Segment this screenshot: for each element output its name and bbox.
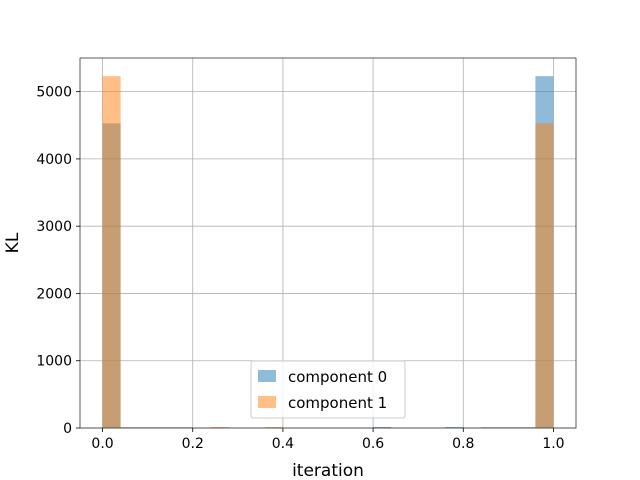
y-tick-label: 4000 [36, 152, 72, 168]
plot-frame [79, 57, 577, 429]
x-tick-label: 0.2 [182, 436, 204, 452]
legend-swatch-component-1 [258, 396, 276, 408]
x-tick-label: 0.4 [272, 436, 294, 452]
x-tick-label: 0.6 [362, 436, 384, 452]
axis-ticks: 0.0 0.2 0.4 0.6 0.8 1.0 0 1000 2000 3000 4000 5000 [36, 85, 564, 452]
histogram-bar-component-0 [445, 426, 464, 428]
histogram-bar-component-0 [373, 426, 392, 428]
y-tick-label: 0 [63, 421, 72, 437]
legend: component 0 component 1 [250, 360, 406, 419]
y-tick-label: 3000 [36, 219, 72, 235]
x-tick-label: 1.0 [542, 436, 564, 452]
y-tick-label: 2000 [36, 286, 72, 302]
x-axis-label: iteration [292, 461, 364, 480]
y-axis-label: KL [3, 232, 23, 253]
histogram-bar-component-1 [535, 123, 554, 428]
legend-label-component-1: component 1 [288, 394, 387, 412]
x-tick-label: 0.8 [452, 436, 474, 452]
histogram-bars [102, 76, 554, 428]
x-tick-label: 0.0 [91, 436, 113, 452]
histogram-bar-component-1 [264, 426, 283, 428]
y-tick-label: 1000 [36, 354, 72, 370]
legend-swatch-component-0 [258, 370, 276, 382]
legend-box [250, 360, 406, 419]
y-tick-label: 5000 [36, 85, 72, 101]
histogram-bar-component-1 [210, 426, 229, 428]
legend-label-component-0: component 0 [288, 368, 387, 386]
histogram-bar-component-1 [102, 76, 121, 428]
